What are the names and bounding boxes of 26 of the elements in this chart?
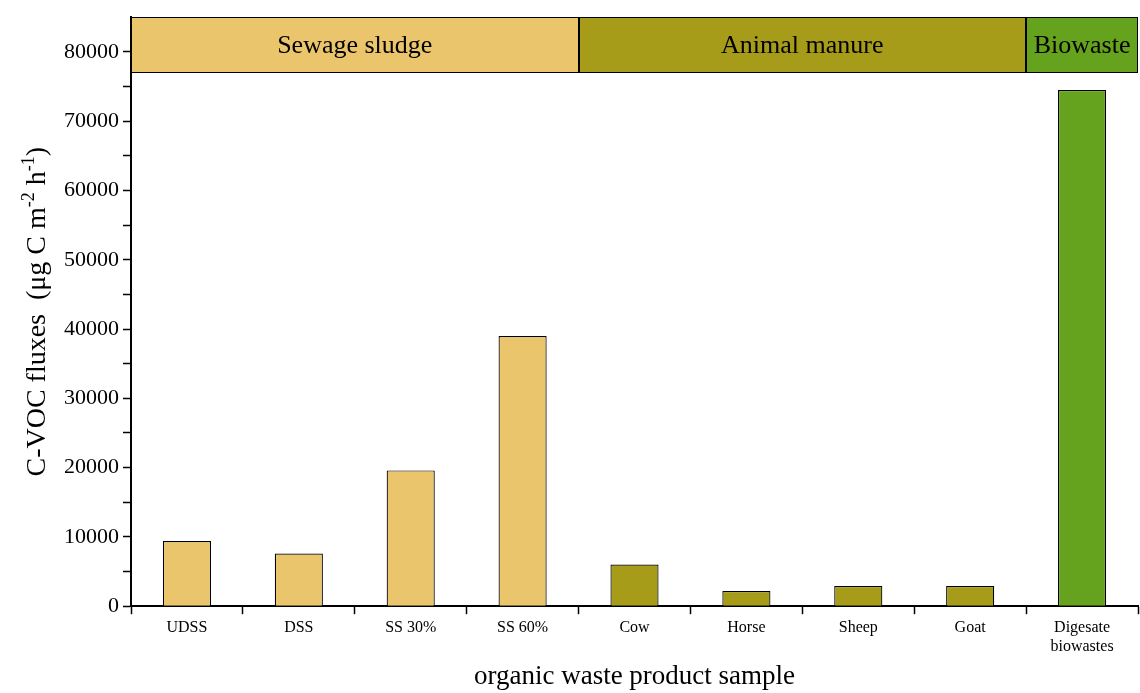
annotation: Biowaste xyxy=(1033,30,1131,61)
y-tick-label: 80000 xyxy=(64,37,119,63)
y-axis-title: C-VOC fluxes (μg C m-2 h-1) xyxy=(17,146,52,477)
y-tick-label: 70000 xyxy=(64,106,119,132)
y-tick-label: 50000 xyxy=(64,245,119,271)
annotation: Animal manure xyxy=(721,30,884,61)
x-tick-label: Goat xyxy=(954,618,987,635)
y-tick-label: 20000 xyxy=(64,453,119,479)
x-tick-label: Cow xyxy=(619,618,651,635)
annotation: Sewage sludge xyxy=(277,30,433,61)
y-tick-label: 30000 xyxy=(64,384,119,410)
x-tick-label: SS 30% xyxy=(385,618,437,635)
y-tick-label: 10000 xyxy=(64,522,119,548)
x-tick-label: Sheep xyxy=(838,618,878,636)
header-box: Animal manure xyxy=(578,17,1027,74)
x-tick-label: DSS xyxy=(284,618,314,635)
y-tick-label: 40000 xyxy=(64,314,119,340)
x-tick-label: Horse xyxy=(727,618,766,635)
header-box: Biowaste xyxy=(1026,17,1138,74)
x-axis-title: organic waste product sample xyxy=(473,659,796,690)
header-box: Sewage sludge xyxy=(131,17,579,74)
y-tick-label: 0 xyxy=(108,591,119,617)
x-tick-label: SS 60% xyxy=(497,618,549,635)
x-tick-label: UDSS xyxy=(166,618,208,635)
y-tick-label: 60000 xyxy=(64,176,119,202)
x-tick-label: Digesate biowastes xyxy=(1050,618,1114,655)
